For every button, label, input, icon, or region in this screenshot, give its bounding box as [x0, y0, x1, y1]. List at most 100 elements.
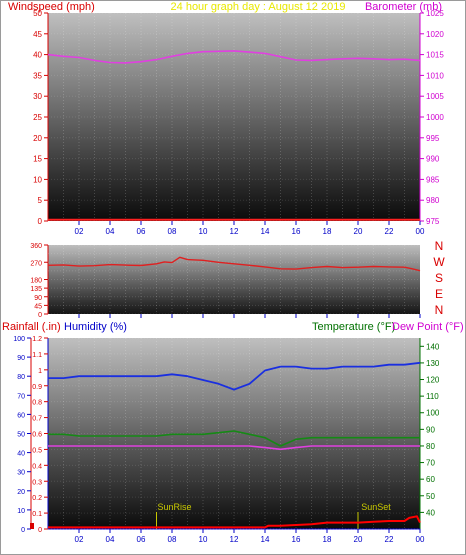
humidity-title: Humidity (%): [64, 321, 127, 333]
x-tick-label: 12: [230, 535, 239, 544]
x-tick-label: 14: [261, 535, 270, 544]
temp-axis-tick-label: 60: [426, 475, 435, 484]
humidity-axis-tick-label: 10: [17, 508, 25, 515]
x-tick-label: 22: [385, 535, 394, 544]
rain-axis-tick-label: 0.1: [32, 511, 42, 518]
baro-axis-tick-label: 975: [426, 217, 440, 226]
rain-axis-tick-label: 1.2: [32, 336, 42, 343]
compass-label-e: E: [435, 287, 443, 301]
baro-axis-tick-label: 1010: [426, 71, 444, 80]
temp-axis-tick-label: 140: [426, 342, 440, 351]
x-tick-label: 12: [230, 227, 239, 236]
x-tick-label: 06: [137, 535, 146, 544]
temp-axis-tick-label: 80: [426, 442, 435, 451]
humidity-axis-tick-label: 70: [17, 393, 25, 400]
compass-labels: N W S E N: [433, 239, 445, 317]
temp-axis-tick-label: 110: [426, 392, 439, 401]
compass-label-n-bottom: N: [435, 303, 444, 317]
wind-axis-tick-label: 40: [33, 51, 42, 60]
x-tick-label: 18: [323, 227, 332, 236]
barometer-title: Barometer (mb): [365, 1, 442, 13]
baro-axis-tick-label: 1015: [426, 51, 444, 60]
dewpoint-title: Dew Point (°F): [392, 321, 464, 333]
wind-axis-tick-label: 35: [33, 71, 42, 80]
compass-label-n-top: N: [435, 239, 444, 253]
bearing-axis-tick-label: 360: [30, 243, 42, 250]
barometer-line: [47, 50, 421, 64]
wind-axis-tick-label: 45: [33, 30, 42, 39]
x-tick-label: 10: [199, 227, 208, 236]
bearing-axis-tick-label: 270: [30, 260, 42, 267]
x-tick-label: 04: [106, 535, 115, 544]
wind-axis-tick-label: 25: [33, 113, 42, 122]
rain-axis-tick-label: 0.5: [32, 447, 42, 454]
temp-axis-tick-label: 70: [426, 459, 435, 468]
x-tick-label: 08: [168, 227, 177, 236]
humidity-axis-tick-label: 30: [17, 470, 25, 477]
sun-marker-label: SunRise: [157, 502, 191, 512]
bearing-plot-area: [48, 245, 420, 314]
rain-axis-tick-label: 0.9: [32, 384, 42, 391]
top-plot-area: [48, 13, 420, 221]
temp-axis-tick-label: 50: [426, 492, 435, 501]
humidity-line: [48, 361, 421, 391]
sun-marker-label: SunSet: [361, 502, 391, 512]
rain-axis-tick-label: 0.4: [32, 463, 42, 470]
rainfall-line: [48, 515, 421, 529]
temperature-title: Temperature (°F): [312, 321, 395, 333]
temp-axis-tick-label: 130: [426, 359, 440, 368]
temperature-line: [48, 430, 420, 447]
baro-axis-tick-label: 990: [426, 155, 440, 164]
bearing-axis-tick-label: 180: [30, 278, 42, 285]
bearing-axis-tick-label: 135: [30, 286, 42, 293]
compass-label-s: S: [435, 271, 443, 285]
x-tick-label: 20: [354, 227, 363, 236]
x-tick-label: 04: [106, 227, 115, 236]
x-tick-label: 10: [199, 535, 208, 544]
rain-gauge-bar: [30, 523, 34, 529]
rain-axis-tick-label: 0.6: [32, 432, 42, 439]
baro-axis-tick-label: 985: [426, 175, 440, 184]
x-tick-label: 16: [292, 535, 301, 544]
wind-axis-tick-label: 50: [33, 9, 42, 18]
rain-axis-tick-label: 0: [38, 527, 42, 534]
wind-axis-tick-label: 30: [33, 92, 42, 101]
humidity-axis-tick-label: 80: [17, 374, 25, 381]
humidity-axis-tick-label: 20: [17, 489, 25, 496]
bearing-axis-tick-label: 0: [38, 312, 42, 319]
humidity-axis-tick-label: 100: [13, 336, 25, 343]
x-tick-label: 02: [75, 535, 84, 544]
baro-axis-tick-label: 995: [426, 134, 440, 143]
x-tick-label: 00: [416, 227, 425, 236]
wind-axis-tick-label: 20: [33, 134, 42, 143]
rain-axis-tick-label: 0.2: [32, 495, 42, 502]
temp-axis-tick-label: 90: [426, 425, 435, 434]
dewpoint-line: [48, 445, 420, 451]
humidity-axis-tick-label: 90: [17, 355, 25, 362]
baro-axis-tick-label: 1000: [426, 113, 444, 122]
wind-direction-line: [47, 256, 421, 272]
wind-axis-tick-label: 15: [33, 155, 42, 164]
baro-axis-tick-label: 1020: [426, 30, 444, 39]
wind-axis-tick-label: 10: [33, 175, 42, 184]
x-tick-label: 08: [168, 535, 177, 544]
baro-axis-tick-label: 1005: [426, 92, 444, 101]
wind-axis-tick-label: 0: [38, 217, 43, 226]
x-tick-label: 16: [292, 227, 301, 236]
baro-axis-tick-label: 980: [426, 196, 440, 205]
x-tick-label: 00: [416, 535, 425, 544]
bearing-axis-tick-label: 45: [34, 303, 42, 310]
bearing-axis-tick-label: 90: [34, 295, 42, 302]
graph-title: 24 hour graph day : August 12 2019: [171, 1, 346, 13]
x-tick-label: 14: [261, 227, 270, 236]
rain-axis-tick-label: 0.8: [32, 400, 42, 407]
bottom-plot-area: [48, 338, 420, 529]
rain-axis-tick-label: 0.3: [32, 479, 42, 486]
humidity-axis-tick-label: 50: [17, 432, 25, 439]
rainfall-title: Rainfall (.in): [2, 321, 61, 333]
windspeed-title: Windspeed (mph): [8, 1, 95, 13]
humidity-axis-tick-label: 40: [17, 451, 25, 458]
wind-axis-tick-label: 5: [38, 196, 43, 205]
temp-axis-tick-label: 100: [426, 409, 440, 418]
